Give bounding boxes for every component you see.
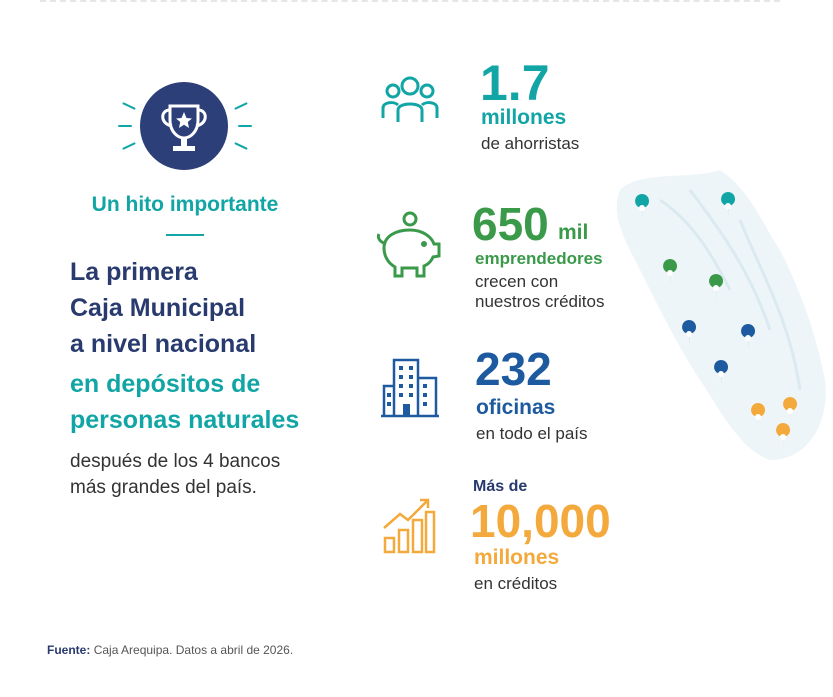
highlight-line: en depósitos de (70, 370, 261, 398)
map-pin-icon (635, 194, 650, 222)
entrepreneurs-unit: emprendedores (475, 249, 603, 268)
trophy-ray (238, 125, 252, 127)
map-pin-icon (682, 320, 697, 348)
source-text: Caja Arequipa. Datos a abril de 2026. (93, 643, 294, 657)
credits-label: en créditos (474, 574, 558, 593)
title-underline (166, 234, 204, 236)
offices-label: en todo el país (476, 424, 588, 443)
map-pin-icon (741, 324, 756, 352)
offices-value: 232 (475, 343, 552, 395)
milestone-title: Un hito importante (91, 193, 279, 216)
map-pin-icon (714, 360, 729, 388)
headline-line: Caja Municipal (70, 294, 246, 322)
description-line: más grandes del país. (70, 477, 257, 498)
source-note: Fuente: Caja Arequipa. Datos a abril de … (47, 643, 293, 657)
map-pin-icon (709, 274, 724, 302)
trophy-ray (122, 102, 136, 110)
entrepreneurs-suffix: mil (558, 221, 589, 244)
credits-unit: millones (474, 546, 560, 569)
trophy-ray (234, 142, 248, 150)
headline-line: a nivel nacional (70, 330, 257, 358)
map-pin-icon (721, 192, 736, 220)
map-pin-icon (776, 423, 791, 451)
headline-line: La primera (70, 258, 198, 286)
map-pin-icon (663, 259, 678, 287)
entrepreneurs-value: 650 (472, 198, 549, 250)
savers-value: 1.7 (480, 55, 550, 111)
map-pin-icon (751, 403, 766, 431)
people-icon (380, 72, 440, 131)
offices-unit: oficinas (476, 396, 556, 419)
piggy-bank-icon (374, 210, 442, 287)
trophy-ray (234, 102, 248, 110)
peru-map (600, 160, 833, 480)
building-icon (380, 356, 440, 423)
trophy-ray (118, 125, 132, 127)
growth-chart-icon (380, 494, 436, 561)
highlight-line: personas naturales (70, 406, 300, 434)
entrepreneurs-label-line: nuestros créditos (475, 292, 605, 311)
credits-value: 10,000 (470, 495, 611, 547)
savers-label: de ahorristas (481, 134, 580, 153)
top-divider (40, 0, 780, 5)
description-line: después de los 4 bancos (70, 451, 281, 472)
savers-unit: millones (481, 106, 567, 129)
trophy-icon (140, 82, 228, 170)
trophy-ray (122, 142, 136, 150)
source-label: Fuente: (47, 643, 91, 657)
credits-prefix: Más de (473, 478, 528, 495)
entrepreneurs-label-line: crecen con (475, 272, 559, 291)
map-pin-icon (783, 397, 798, 425)
